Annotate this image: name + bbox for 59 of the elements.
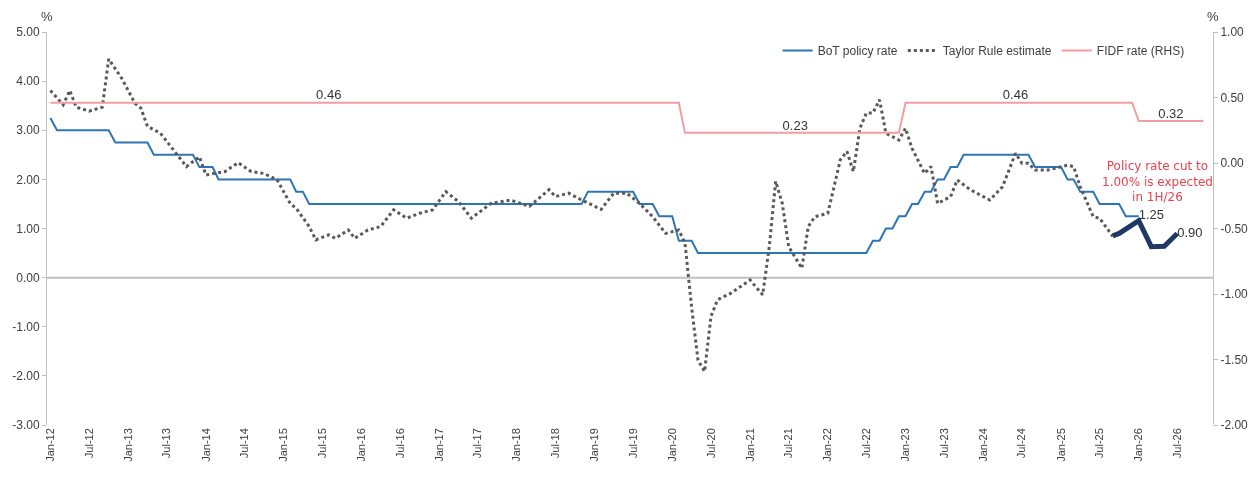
x-tick-label: Jan-12 [43, 428, 56, 462]
x-tick-label: Jan-20 [665, 428, 678, 462]
x-tick-label: Jan-19 [588, 428, 601, 462]
data-label: 0.46 [1002, 87, 1029, 103]
x-tick-label: Jul-19 [626, 428, 639, 459]
y-tick-label: -1.00 [12, 319, 40, 334]
y2-axis-title: % [1207, 9, 1219, 24]
x-tick-label: Jul-24 [1015, 428, 1028, 459]
x-tick-label: Jul-15 [315, 428, 328, 459]
legend-label: BoT policy rate [817, 44, 898, 59]
y2-tick-label: 0.50 [1220, 90, 1245, 105]
y2-tick-label: -2.00 [1220, 418, 1249, 433]
x-tick-label: Jul-21 [782, 428, 795, 459]
data-label: 0.23 [782, 117, 808, 133]
data-label: 0.32 [1158, 105, 1184, 121]
line-series [49, 116, 1140, 255]
x-tick-label: Jul-18 [548, 428, 561, 459]
y2-tick-label: -0.50 [1220, 221, 1249, 236]
legend-label: FIDF rate (RHS) [1096, 44, 1185, 59]
y2-tick-label: 0.00 [1220, 156, 1245, 171]
x-tick-label: Jul-26 [1170, 428, 1183, 459]
y-tick-label: 3.00 [16, 123, 40, 138]
x-tick-label: Jul-14 [238, 428, 251, 459]
y-axis-title: % [41, 9, 53, 24]
data-label: 0.46 [316, 87, 342, 103]
x-tick-label: Jan-26 [1132, 428, 1145, 462]
x-tick-label: Jan-18 [510, 428, 523, 462]
x-tick-label: Jul-17 [471, 428, 484, 459]
x-tick-label: Jan-21 [743, 428, 756, 462]
x-tick-label: Jul-12 [82, 428, 95, 459]
y2-tick-label: 1.00 [1220, 25, 1245, 40]
x-tick-label: Jan-14 [199, 428, 212, 462]
annotation: Policy rate cut to 1.00% is expected in 1H/26 [1102, 159, 1213, 205]
y-tick-label: 2.00 [16, 172, 40, 187]
y-tick-label: 5.00 [16, 25, 40, 40]
x-tick-label: Jan-15 [277, 428, 290, 462]
x-tick-label: Jul-22 [859, 428, 872, 459]
x-tick-label: Jul-16 [393, 428, 406, 459]
y-tick-label: 1.00 [16, 221, 40, 236]
x-tick-label: Jul-25 [1093, 428, 1106, 459]
x-tick-label: Jan-24 [976, 428, 989, 462]
data-label: 0.90 [1177, 224, 1203, 240]
x-tick-label: Jul-20 [704, 428, 717, 459]
x-tick-label: Jul-23 [937, 428, 950, 459]
y-tick-label: -3.00 [12, 418, 40, 433]
x-tick-label: Jul-13 [160, 428, 173, 459]
y2-tick-label: -1.00 [1220, 287, 1249, 302]
x-tick-label: Jan-22 [821, 428, 834, 462]
x-tick-label: Jan-16 [354, 428, 367, 462]
y-tick-label: -2.00 [12, 369, 40, 384]
x-tick-label: Jan-25 [1054, 428, 1067, 462]
legend-label: Taylor Rule estimate [942, 44, 1052, 59]
y-tick-label: 0.00 [16, 270, 40, 285]
x-tick-label: Jan-23 [899, 428, 912, 462]
x-tick-label: Jan-13 [121, 428, 134, 462]
x-tick-label: Jan-17 [432, 428, 445, 462]
y2-tick-label: -1.50 [1220, 352, 1249, 367]
y-tick-label: 4.00 [16, 74, 40, 89]
data-label: 1.25 [1138, 207, 1165, 223]
